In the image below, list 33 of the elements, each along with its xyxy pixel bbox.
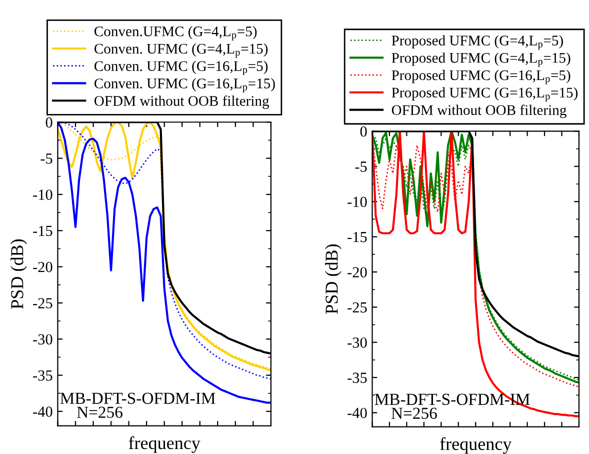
y-tick-label: -40 [33, 406, 52, 417]
annotation: MB-DFT-S-OFDM-IM N=256 [60, 392, 216, 418]
y-tick-label: -30 [33, 334, 52, 345]
legend-label: Proposed UFMC (G=4,L$_{p}$=15) [392, 52, 570, 67]
y-tick-label: -25 [348, 302, 367, 313]
y-tick-label: -10 [348, 196, 367, 208]
y-tick-label: -20 [348, 267, 367, 278]
y-tick-label: -25 [33, 298, 52, 308]
legend-label: Conven. UFMC (G=4,L$_{p}$=15) [94, 43, 268, 58]
y-tick-label: 0 [46, 117, 52, 128]
legend-label: Conven. UFMC (G=16,L$_{p}$=15) [94, 78, 275, 92]
y-tick-label: 0 [360, 126, 367, 137]
x-axis-title: frequency [128, 436, 200, 453]
y-tick-label: -10 [33, 190, 52, 200]
legend-label: Proposed UFMC (G=16,L$_{p}$=15) [392, 87, 578, 102]
y-tick-label: -15 [33, 226, 52, 236]
y-axis-title: PSD (dB) [325, 244, 342, 314]
y-tick-label: -35 [33, 370, 52, 381]
y-tick-label: -20 [33, 262, 52, 272]
legend-label: Conven. UFMC (G=16,L$_{p}$=5) [94, 60, 268, 76]
y-tick-label: -30 [348, 337, 367, 348]
y-tick-label: -35 [348, 372, 367, 383]
legend-label: Proposed UFMC (G=16,L$_{p}$=5) [392, 70, 570, 84]
y-tick-label: -40 [348, 408, 367, 418]
legend-label: OFDM without OOB filtering [94, 95, 270, 109]
y-tick-label: -5 [40, 154, 52, 164]
legend-label: OFDM without OOB filtering [392, 104, 566, 118]
y-axis-title: PSD (dB) [10, 239, 27, 309]
y-tick-label: -15 [348, 232, 367, 242]
y-tick-label: -5 [355, 162, 367, 172]
legend-label: Proposed UFMC (G=4,L$_{p}$=5) [392, 35, 563, 50]
x-axis-title: frequency [440, 437, 512, 454]
legend-label: Conven.UFMC (G=4,L$_{p}$=5) [94, 26, 257, 40]
